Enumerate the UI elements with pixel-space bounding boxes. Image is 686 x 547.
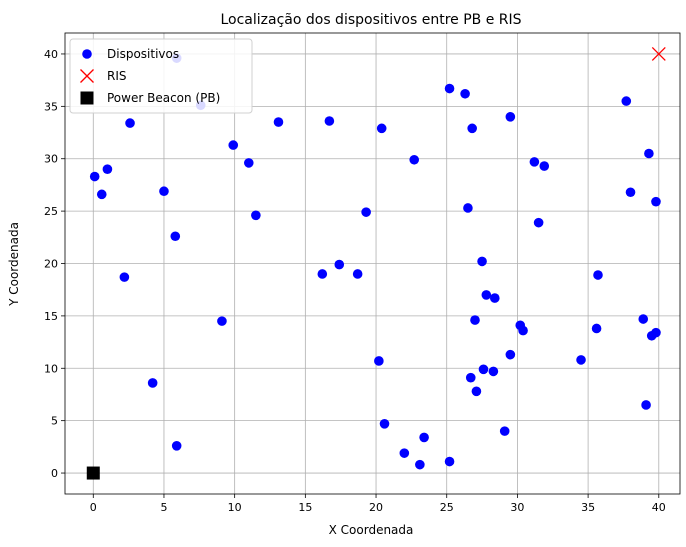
x-tick-label: 10	[228, 501, 242, 514]
device-point	[171, 441, 182, 451]
device-point	[159, 186, 169, 197]
y-tick-label: 15	[44, 310, 58, 323]
legend-label: Power Beacon (PB)	[107, 91, 220, 105]
legend: Dispositivos RIS Power Beacon (PB)	[69, 38, 253, 114]
device-point	[243, 158, 254, 168]
device-point	[444, 83, 455, 94]
device-point	[505, 349, 516, 360]
device-point	[361, 207, 371, 217]
data-points	[86, 46, 666, 480]
device-point	[228, 140, 239, 150]
device-point	[471, 386, 482, 397]
y-axis-label: Y Coordenada	[7, 222, 21, 307]
x-tick-label: 5	[160, 501, 167, 514]
device-point	[641, 400, 651, 410]
x-tick-label: 0	[90, 501, 97, 514]
x-tick-label: 30	[510, 501, 524, 514]
x-tick-label: 40	[652, 501, 666, 514]
x-axis-ticks: 0 5 10 15 20 25 30 35 40	[90, 494, 666, 514]
y-tick-label: 5	[51, 415, 58, 428]
device-point	[217, 316, 227, 326]
grid	[65, 33, 680, 494]
device-point	[625, 187, 636, 198]
y-axis-ticks: 0 5 10 15 20 25 30 35 40	[44, 48, 65, 480]
device-point	[324, 116, 335, 126]
device-point	[96, 189, 107, 200]
device-point	[651, 327, 661, 338]
device-point	[470, 315, 480, 325]
legend-marker	[80, 91, 94, 105]
plot-area-frame	[64, 32, 681, 495]
legend-box	[69, 38, 253, 114]
device-point	[125, 118, 135, 128]
device-point	[593, 270, 603, 280]
legend-label: RIS	[107, 69, 127, 83]
device-point	[352, 269, 363, 279]
device-point	[533, 217, 544, 228]
legend-marker	[80, 69, 94, 83]
x-tick-label: 20	[369, 501, 383, 514]
device-point	[376, 123, 387, 134]
device-point	[467, 123, 477, 134]
y-tick-label: 35	[44, 100, 58, 113]
device-point	[399, 448, 410, 458]
device-point	[317, 269, 328, 279]
y-tick-label: 25	[44, 205, 58, 218]
power-beacon-marker	[86, 466, 100, 480]
device-point	[460, 88, 470, 99]
device-point	[119, 272, 130, 282]
device-point	[477, 256, 487, 267]
x-tick-label: 15	[298, 501, 312, 514]
device-point	[539, 161, 550, 171]
device-point	[651, 196, 661, 207]
device-point	[374, 356, 384, 366]
y-tick-label: 40	[44, 48, 58, 61]
y-tick-label: 30	[44, 153, 58, 166]
legend-marker	[82, 49, 92, 59]
device-point	[89, 171, 100, 182]
device-point	[644, 148, 654, 159]
device-point	[379, 419, 390, 429]
device-point	[638, 314, 649, 324]
device-point	[463, 203, 473, 213]
device-point	[102, 164, 113, 175]
device-point	[419, 432, 429, 443]
device-point	[465, 372, 476, 383]
device-point	[273, 117, 284, 127]
legend-label: Dispositivos	[107, 47, 179, 61]
device-point	[334, 259, 345, 270]
device-point	[415, 459, 425, 470]
chart-title: Localização dos dispositivos entre PB e …	[220, 12, 521, 28]
device-point	[409, 154, 420, 165]
device-point	[518, 325, 528, 336]
device-point	[488, 366, 499, 377]
y-tick-label: 10	[44, 362, 58, 375]
x-axis-label: X Coordenada	[329, 523, 414, 537]
y-tick-label: 20	[44, 258, 58, 271]
ris-marker	[651, 46, 666, 61]
device-point	[251, 210, 261, 221]
device-point	[478, 364, 489, 375]
x-tick-label: 25	[440, 501, 454, 514]
device-point	[444, 456, 455, 467]
device-point	[499, 426, 510, 436]
device-point	[505, 112, 516, 122]
device-point	[147, 378, 158, 388]
y-tick-label: 0	[51, 467, 58, 480]
device-point	[621, 96, 632, 106]
device-point	[489, 293, 500, 303]
device-point	[170, 231, 181, 242]
device-point	[576, 355, 586, 365]
device-point	[529, 157, 540, 167]
device-point	[591, 323, 602, 334]
x-tick-label: 35	[581, 501, 595, 514]
device-point	[481, 290, 492, 300]
